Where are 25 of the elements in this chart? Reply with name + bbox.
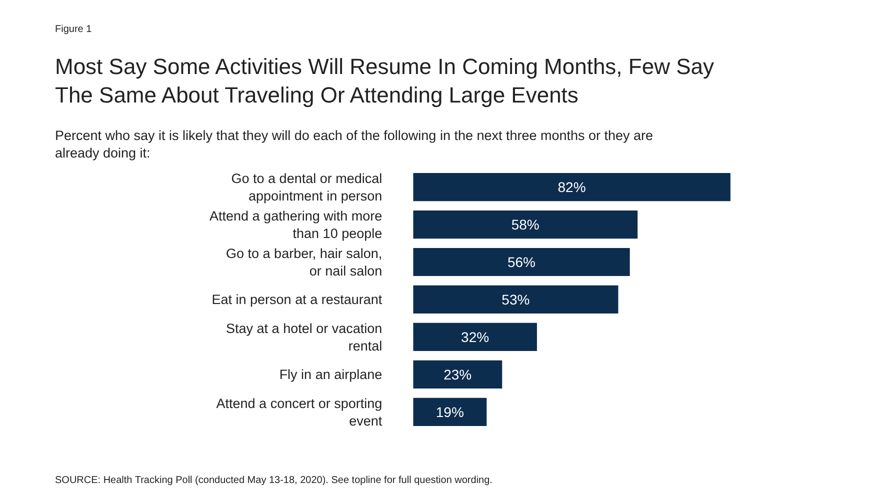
data-label: 56% <box>507 254 536 270</box>
bar <box>413 322 537 352</box>
y-tick-label: Go to a barber, hair salon, or nail salon <box>226 246 382 278</box>
source-note: SOURCE: Health Tracking Poll (conducted May 13-18, 2020). See topline for full question wording. <box>55 475 492 486</box>
y-tick-label: Attend a concert or sporting event <box>216 396 382 428</box>
chart-subtitle: Percent who say it is likely that they will do each of the following in the next three months or they are already doing it: <box>55 128 654 161</box>
data-label: 32% <box>461 328 490 345</box>
data-label: 82% <box>558 179 586 196</box>
chart-title: Most Say Some Activities Will Resume In Coming Months, Few Say The Same About Traveling Or Attending Large Events <box>55 54 714 108</box>
bar <box>413 360 502 388</box>
bar <box>413 172 730 202</box>
data-label: 19% <box>436 404 464 420</box>
data-label: 58% <box>511 216 540 233</box>
y-tick-label: Fly in an airplane <box>279 367 382 382</box>
bar <box>413 210 638 239</box>
y-tick-label: Go to a dental or medical appointment in person <box>231 170 382 204</box>
caption: Figure 1 <box>55 24 92 35</box>
bar <box>413 285 618 314</box>
bar <box>413 398 487 426</box>
y-tick-label: Eat in person at a restaurant <box>212 292 382 308</box>
data-label: 53% <box>502 291 530 308</box>
y-tick-label: Attend a gathering with more than 10 people <box>210 208 382 242</box>
data-label: 23% <box>444 366 472 382</box>
bar <box>413 248 630 276</box>
y-tick-label: Stay at a hotel or vacation rental <box>226 320 382 354</box>
